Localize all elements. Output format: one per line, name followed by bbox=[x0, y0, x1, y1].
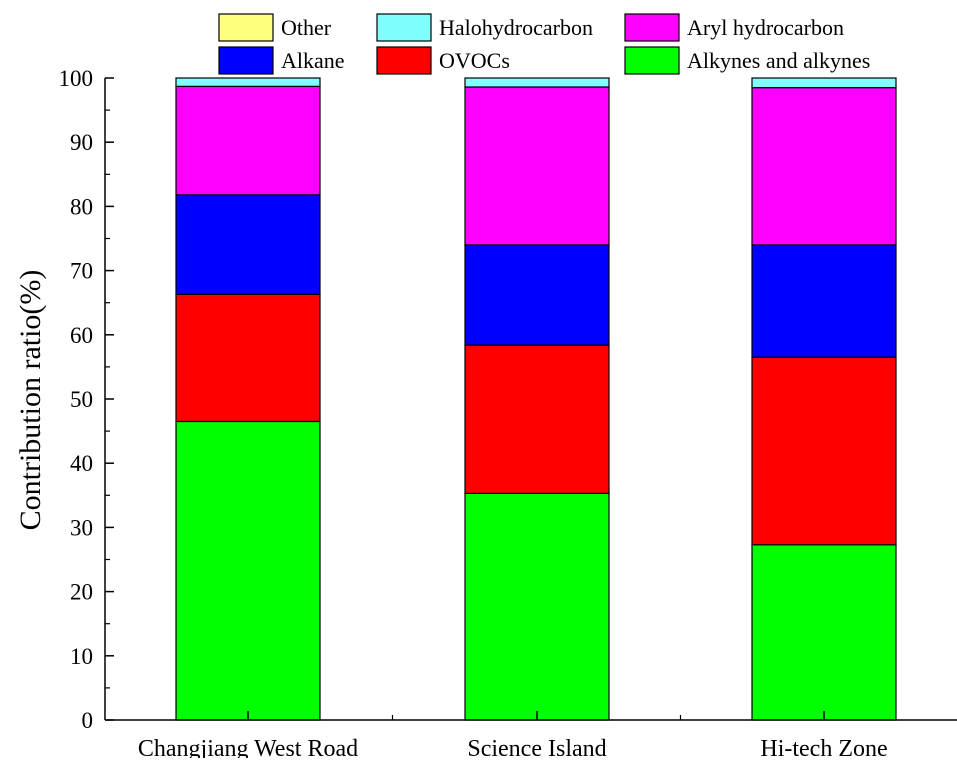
y-tick-label: 50 bbox=[70, 387, 93, 412]
legend-label-alkane: Alkane bbox=[281, 48, 345, 73]
y-tick-label: 10 bbox=[70, 644, 93, 669]
y-tick-label: 80 bbox=[70, 194, 93, 219]
x-tick-label: Hi-tech Zone bbox=[760, 736, 887, 758]
y-tick-label: 90 bbox=[70, 130, 93, 155]
bar-segment-ovocs-1 bbox=[176, 294, 320, 421]
bar-segment-halohydrocarbon-2 bbox=[465, 78, 609, 87]
bar-segment-alkane-3 bbox=[752, 245, 896, 357]
legend-swatch-alkane bbox=[219, 47, 273, 74]
legend: Other Halohydrocarbon Aryl hydrocarbon Alka… bbox=[219, 14, 870, 74]
bar-segment-alkynes-and-alkynes-3 bbox=[752, 545, 896, 720]
y-tick-label: 60 bbox=[70, 323, 93, 348]
bar-segment-alkane-1 bbox=[176, 195, 320, 295]
y-tick-label: 20 bbox=[70, 580, 93, 605]
y-tick-label: 0 bbox=[82, 708, 94, 733]
bar-segment-ovocs-3 bbox=[752, 357, 896, 544]
y-tick-label: 40 bbox=[70, 451, 93, 476]
y-tick-label: 100 bbox=[59, 66, 94, 91]
legend-swatch-ovocs bbox=[377, 47, 431, 74]
y-tick-label: 30 bbox=[70, 515, 93, 540]
y-tick-label: 70 bbox=[70, 259, 93, 284]
bar-segment-alkane-2 bbox=[465, 245, 609, 345]
bar-segment-alkynes-and-alkynes-1 bbox=[176, 421, 320, 720]
bar-segment-aryl-hydrocarbon-2 bbox=[465, 87, 609, 245]
legend-label-aryl-hydrocarbon: Aryl hydrocarbon bbox=[687, 15, 844, 40]
x-tick-label: Changjiang West Road bbox=[138, 736, 358, 758]
legend-label-alkynes-and-alkynes: Alkynes and alkynes bbox=[687, 48, 870, 73]
legend-swatch-halohydrocarbon bbox=[377, 14, 431, 41]
x-tick-label: Science Island bbox=[467, 736, 606, 758]
bar-segment-halohydrocarbon-1 bbox=[176, 78, 320, 86]
legend-swatch-alkynes-and-alkynes bbox=[625, 47, 679, 74]
bar-segment-aryl-hydrocarbon-1 bbox=[176, 86, 320, 194]
y-axis-label: Contribution ratio(%) bbox=[14, 270, 47, 531]
legend-label-halohydrocarbon: Halohydrocarbon bbox=[439, 15, 593, 40]
bar-segment-halohydrocarbon-3 bbox=[752, 78, 896, 88]
bar-segment-alkynes-and-alkynes-2 bbox=[465, 493, 609, 720]
bar-segment-ovocs-2 bbox=[465, 345, 609, 493]
bars-layer bbox=[176, 78, 896, 720]
legend-swatch-other bbox=[219, 14, 273, 41]
legend-swatch-aryl-hydrocarbon bbox=[625, 14, 679, 41]
legend-label-ovocs: OVOCs bbox=[439, 48, 510, 73]
legend-label-other: Other bbox=[281, 15, 332, 40]
bar-segment-aryl-hydrocarbon-3 bbox=[752, 88, 896, 245]
